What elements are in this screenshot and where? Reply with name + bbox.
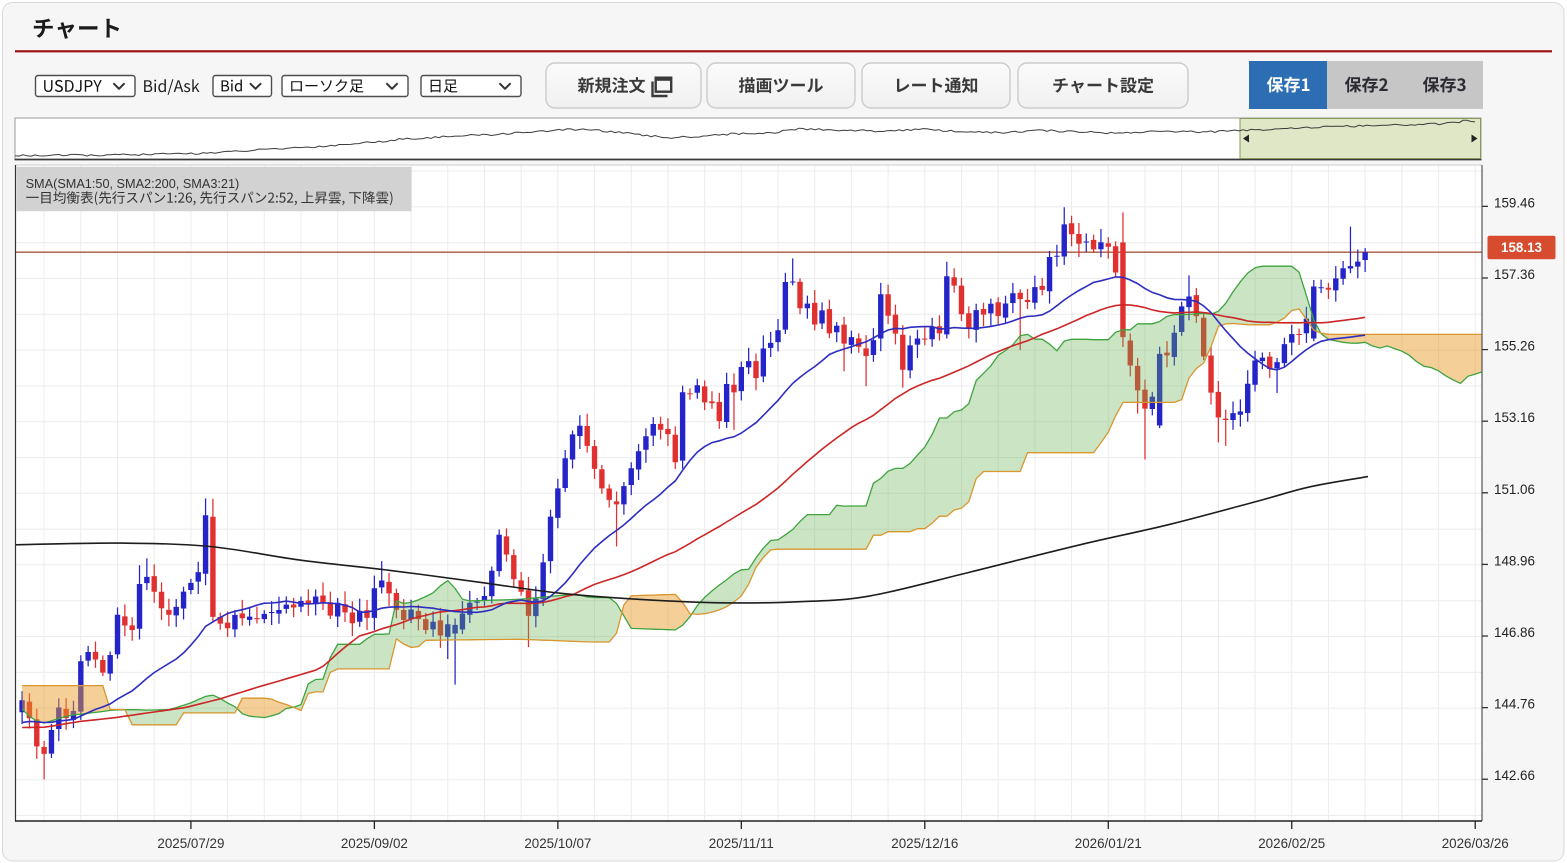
svg-text:157.36: 157.36 — [1494, 267, 1535, 282]
svg-text:146.86: 146.86 — [1494, 625, 1535, 640]
svg-text:2026/02/25: 2026/02/25 — [1258, 836, 1325, 851]
svg-text:2025/09/02: 2025/09/02 — [341, 836, 408, 851]
svg-text:155.26: 155.26 — [1494, 339, 1535, 354]
svg-text:142.66: 142.66 — [1494, 768, 1535, 783]
svg-text:2025/07/29: 2025/07/29 — [157, 836, 224, 851]
svg-text:153.16: 153.16 — [1494, 410, 1535, 425]
svg-text:SMA(SMA1:50, SMA2:200, SMA3:21: SMA(SMA1:50, SMA2:200, SMA3:21) — [26, 177, 240, 191]
svg-text:148.96: 148.96 — [1494, 553, 1535, 568]
svg-text:2025/11/11: 2025/11/11 — [709, 836, 774, 851]
svg-text:2025/10/07: 2025/10/07 — [524, 836, 591, 851]
svg-text:2026/03/26: 2026/03/26 — [1442, 836, 1509, 851]
svg-text:158.13: 158.13 — [1501, 240, 1542, 255]
svg-text:2025/12/16: 2025/12/16 — [891, 836, 958, 851]
svg-text:159.46: 159.46 — [1494, 195, 1535, 210]
svg-text:151.06: 151.06 — [1494, 482, 1535, 497]
svg-text:144.76: 144.76 — [1494, 697, 1535, 712]
svg-text:2026/01/21: 2026/01/21 — [1075, 836, 1142, 851]
